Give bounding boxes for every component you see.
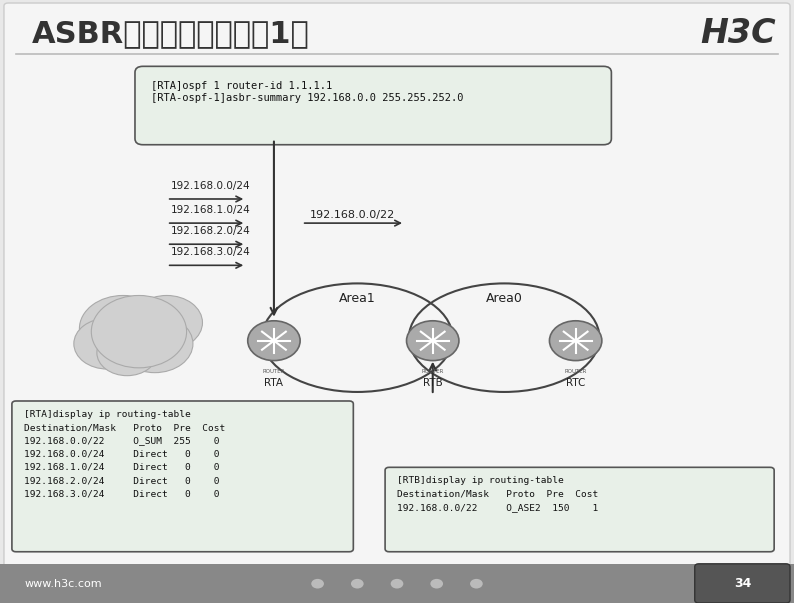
Text: RTA: RTA xyxy=(264,378,283,388)
Circle shape xyxy=(79,295,167,362)
Text: ROUTER: ROUTER xyxy=(263,369,285,374)
Circle shape xyxy=(470,579,483,589)
Text: [RTB]display ip routing-table
Destination/Mask   Proto  Pre  Cost
192.168.0.0/22: [RTB]display ip routing-table Destinatio… xyxy=(397,476,598,512)
Text: ASBR上路由聚合示例（1）: ASBR上路由聚合示例（1） xyxy=(32,19,310,48)
Text: 192.168.3.0/24: 192.168.3.0/24 xyxy=(171,247,250,257)
FancyBboxPatch shape xyxy=(135,66,611,145)
Circle shape xyxy=(248,321,300,361)
Text: [RTA]display ip routing-table
Destination/Mask   Proto  Pre  Cost
192.168.0.0/22: [RTA]display ip routing-table Destinatio… xyxy=(24,410,225,498)
Text: 192.168.1.0/24: 192.168.1.0/24 xyxy=(171,205,250,215)
Circle shape xyxy=(74,318,141,369)
FancyBboxPatch shape xyxy=(12,401,353,552)
Text: 34: 34 xyxy=(734,577,751,590)
Text: Area1: Area1 xyxy=(339,292,376,305)
Circle shape xyxy=(391,579,403,589)
Circle shape xyxy=(407,321,459,361)
Circle shape xyxy=(131,295,202,350)
Text: Area0: Area0 xyxy=(486,292,522,305)
Circle shape xyxy=(117,315,193,373)
Text: 192.168.0.0/24: 192.168.0.0/24 xyxy=(171,181,250,191)
Circle shape xyxy=(351,579,364,589)
Text: www.h3c.com: www.h3c.com xyxy=(25,579,102,589)
Text: 192.168.0.0/22: 192.168.0.0/22 xyxy=(310,210,395,220)
Circle shape xyxy=(97,330,157,376)
Circle shape xyxy=(549,321,602,361)
Text: RTC: RTC xyxy=(566,378,585,388)
Text: H3C: H3C xyxy=(700,17,777,49)
FancyBboxPatch shape xyxy=(695,564,790,603)
Circle shape xyxy=(311,579,324,589)
Circle shape xyxy=(91,295,187,368)
Text: RTB: RTB xyxy=(423,378,442,388)
Circle shape xyxy=(430,579,443,589)
Text: ROUTER: ROUTER xyxy=(565,369,587,374)
FancyBboxPatch shape xyxy=(0,564,794,603)
Text: ROUTER: ROUTER xyxy=(422,369,444,374)
Text: 192.168.2.0/24: 192.168.2.0/24 xyxy=(171,226,250,236)
Text: [RTA]ospf 1 router-id 1.1.1.1
[RTA-ospf-1]asbr-summary 192.168.0.0 255.255.252.0: [RTA]ospf 1 router-id 1.1.1.1 [RTA-ospf-… xyxy=(151,81,464,103)
FancyBboxPatch shape xyxy=(385,467,774,552)
FancyBboxPatch shape xyxy=(4,3,790,570)
